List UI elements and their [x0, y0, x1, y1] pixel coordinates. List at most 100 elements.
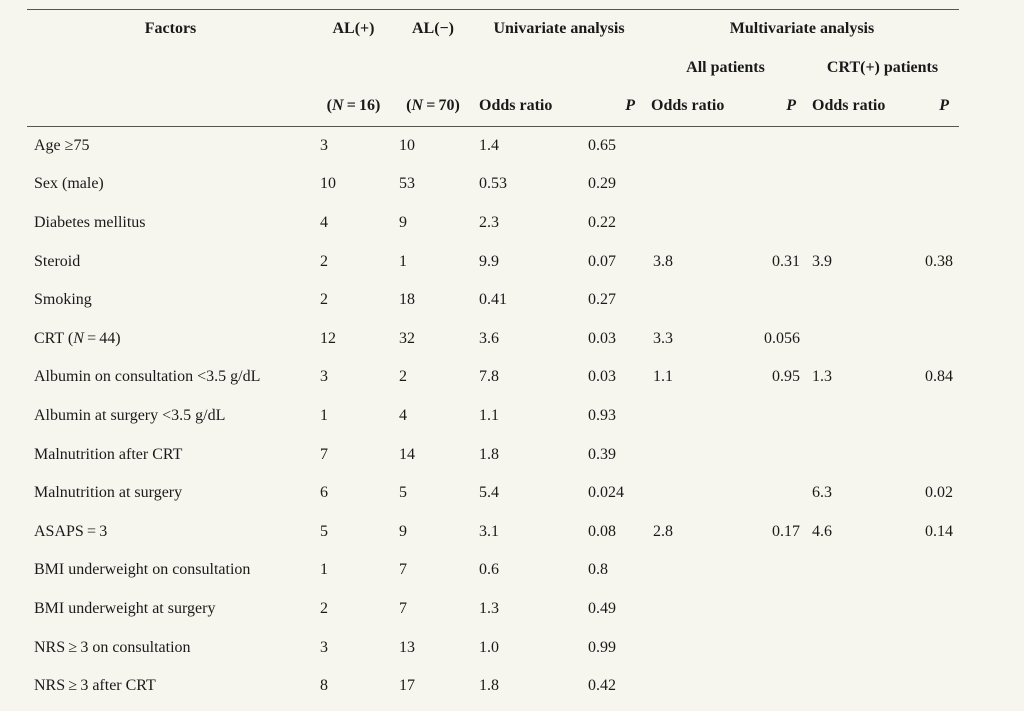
header-al-positive: AL(+) [314, 9, 393, 49]
crt-odds-ratio-cell: 6.3 [812, 484, 832, 502]
factor-cell: Diabetes mellitus [34, 213, 146, 231]
crt-odds-ratio-cell [806, 204, 908, 243]
table-row: Steroid 2 1 9.9 0.07 3.8 0.31 3.9 0.38 [27, 242, 959, 281]
factor-cell: NRS ≥ 3 on consultation [34, 638, 191, 656]
table-row: BMI underweight at surgery 2 7 1.3 0.49 [27, 590, 959, 629]
header-n-al-positive: (N = 16) [314, 87, 393, 127]
n-symbol: N [73, 329, 84, 347]
crt-p-cell: 0.84 [925, 368, 953, 386]
n-symbol: N [331, 97, 344, 115]
al-positive-cell: 3 [320, 136, 328, 154]
crt-odds-ratio-cell [806, 628, 908, 667]
header-uni-odds-ratio: Odds ratio [473, 87, 582, 127]
factor-cell: Smoking [34, 291, 92, 309]
table-row: Smoking 2 18 0.41 0.27 [27, 281, 959, 320]
table-row: Albumin at surgery <3.5 g/dL 1 4 1.1 0.9… [27, 397, 959, 436]
uni-odds-ratio-cell: 1.8 [479, 445, 499, 463]
risk-factor-table: Factors AL(+) AL(−) Univariate analysis … [27, 9, 959, 705]
header-crt-odds-ratio: Odds ratio [806, 87, 908, 127]
uni-odds-ratio-cell: 1.4 [479, 136, 499, 154]
al-positive-cell: 5 [320, 522, 328, 540]
al-negative-cell: 17 [399, 677, 415, 695]
al-positive-cell: 3 [320, 638, 328, 656]
al-negative-cell: 18 [399, 291, 415, 309]
al-negative-cell: 32 [399, 329, 415, 347]
uni-p-cell: 0.8 [588, 561, 608, 579]
crt-odds-ratio-cell [806, 281, 908, 320]
all-odds-ratio-cell [645, 204, 747, 243]
all-odds-ratio-cell [645, 435, 747, 474]
al-negative-cell: 9 [399, 522, 407, 540]
header-all-p: P [747, 87, 806, 127]
al-positive-cell: 4 [320, 213, 328, 231]
uni-p-cell: 0.22 [588, 213, 616, 231]
table-row: NRS ≥ 3 after CRT 8 17 1.8 0.42 [27, 667, 959, 706]
all-odds-ratio-cell: 2.8 [653, 522, 673, 540]
al-positive-cell: 12 [320, 329, 336, 347]
factor-cell: Albumin at surgery <3.5 g/dL [34, 406, 226, 424]
uni-odds-ratio-cell: 3.1 [479, 522, 499, 540]
al-positive-cell: 10 [320, 175, 336, 193]
table-row: Malnutrition at surgery 6 5 5.4 0.024 6.… [27, 474, 959, 513]
al-positive-cell: 2 [320, 252, 328, 270]
al-positive-cell: 8 [320, 677, 328, 695]
crt-p-cell [908, 628, 959, 667]
header-all-patients: All patients [686, 58, 765, 76]
al-positive-cell: 2 [320, 291, 328, 309]
crt-odds-ratio-cell [806, 165, 908, 204]
table-row: Age ≥75 3 10 1.4 0.65 [27, 126, 959, 165]
crt-p-cell: 0.14 [925, 522, 953, 540]
al-positive-cell: 6 [320, 484, 328, 502]
all-odds-ratio-cell [645, 628, 747, 667]
uni-odds-ratio-cell: 1.3 [479, 599, 499, 617]
all-odds-ratio-cell [645, 590, 747, 629]
paren: ( [406, 97, 412, 115]
uni-p-cell: 0.07 [588, 252, 616, 270]
all-p-cell [747, 281, 806, 320]
crt-p-cell: 0.02 [925, 484, 953, 502]
header-crt-p: P [908, 87, 959, 127]
factor-cell: Albumin on consultation <3.5 g/dL [34, 368, 261, 386]
uni-p-cell: 0.49 [588, 599, 616, 617]
al-positive-cell: 2 [320, 599, 328, 617]
crt-odds-ratio-cell: 4.6 [812, 522, 832, 540]
crt-p-cell [908, 590, 959, 629]
factor-cell: Malnutrition at surgery [34, 484, 183, 502]
uni-p-cell: 0.024 [588, 484, 624, 502]
all-p-cell [747, 667, 806, 706]
uni-odds-ratio-cell: 0.6 [479, 561, 499, 579]
all-p-cell [747, 590, 806, 629]
crt-p-cell: 0.38 [925, 252, 953, 270]
factor-cell: ASAPS = 3 [34, 522, 108, 540]
crt-odds-ratio-cell [806, 590, 908, 629]
factor-cell: NRS ≥ 3 after CRT [34, 677, 156, 695]
crt-p-cell [908, 319, 959, 358]
uni-odds-ratio-cell: 1.0 [479, 638, 499, 656]
all-p-cell: 0.31 [772, 252, 800, 270]
al-negative-cell: 9 [399, 213, 407, 231]
al-positive-cell: 1 [320, 406, 328, 424]
crt-p-cell [908, 204, 959, 243]
table-row: ASAPS = 3 5 9 3.1 0.08 2.8 0.17 4.6 0.14 [27, 512, 959, 551]
al-positive-cell: 7 [320, 445, 328, 463]
all-p-cell [747, 435, 806, 474]
al-negative-cell: 2 [399, 368, 407, 386]
table-row: Sex (male) 10 53 0.53 0.29 [27, 165, 959, 204]
header-univariate: Univariate analysis [473, 9, 645, 49]
al-negative-cell: 4 [399, 406, 407, 424]
table-row: BMI underweight on consultation 1 7 0.6 … [27, 551, 959, 590]
crt-odds-ratio-cell [806, 667, 908, 706]
header-blank [27, 49, 314, 88]
al-negative-cell: 7 [399, 599, 407, 617]
crt-p-cell [908, 126, 959, 165]
header-blank [582, 49, 645, 88]
al-positive-cell: 1 [320, 561, 328, 579]
n-value: = 16) [343, 97, 381, 115]
crt-odds-ratio-cell [806, 397, 908, 436]
header-multivariate: Multivariate analysis [645, 9, 959, 49]
factor-cell: BMI underweight at surgery [34, 599, 216, 617]
table-row: Diabetes mellitus 4 9 2.3 0.22 [27, 204, 959, 243]
all-p-cell: 0.17 [772, 522, 800, 540]
header-n-al-negative: (N = 70) [393, 87, 473, 127]
uni-odds-ratio-cell: 0.41 [479, 291, 507, 309]
